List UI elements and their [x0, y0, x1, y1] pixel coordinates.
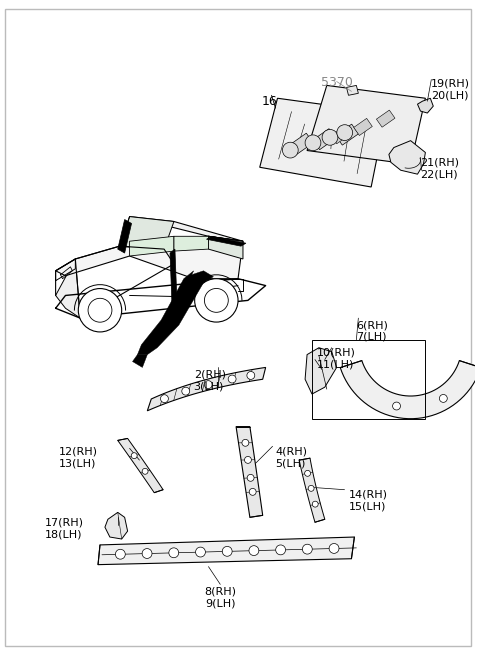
Bar [376, 110, 395, 127]
Bar [313, 128, 336, 149]
Circle shape [329, 544, 339, 553]
Circle shape [228, 375, 236, 383]
Text: 2(RH): 2(RH) [193, 369, 226, 379]
Polygon shape [418, 98, 433, 113]
Circle shape [88, 298, 112, 322]
Polygon shape [208, 236, 243, 259]
Bar [336, 124, 359, 145]
Circle shape [249, 546, 259, 555]
Circle shape [142, 549, 152, 559]
Text: 14(RH): 14(RH) [348, 490, 387, 500]
Polygon shape [137, 271, 214, 354]
Text: 9(LH): 9(LH) [205, 598, 236, 608]
Polygon shape [118, 219, 132, 253]
Polygon shape [174, 236, 208, 251]
Polygon shape [56, 236, 243, 278]
Text: 6(RH): 6(RH) [356, 320, 388, 330]
Polygon shape [130, 236, 174, 256]
Text: 16: 16 [262, 95, 277, 108]
Polygon shape [170, 249, 177, 305]
Circle shape [247, 474, 254, 481]
Text: 3(LH): 3(LH) [193, 381, 224, 391]
Circle shape [312, 501, 318, 507]
Circle shape [115, 550, 125, 559]
Text: 13(LH): 13(LH) [59, 458, 96, 468]
Circle shape [276, 545, 286, 555]
Bar [331, 126, 349, 144]
Circle shape [204, 381, 212, 388]
Bar [354, 119, 372, 136]
Circle shape [160, 395, 168, 403]
Circle shape [195, 547, 205, 557]
Text: 5(LH): 5(LH) [276, 458, 306, 468]
Circle shape [182, 387, 190, 395]
Circle shape [242, 440, 249, 446]
Text: 11(LH): 11(LH) [317, 360, 354, 369]
Polygon shape [347, 85, 359, 95]
Circle shape [308, 485, 314, 491]
Polygon shape [307, 85, 425, 164]
Circle shape [302, 544, 312, 554]
Polygon shape [105, 512, 128, 539]
Circle shape [244, 457, 252, 463]
Polygon shape [260, 98, 386, 187]
Text: 15(LH): 15(LH) [348, 502, 386, 512]
Polygon shape [132, 354, 147, 367]
Circle shape [78, 289, 122, 332]
Text: 12(RH): 12(RH) [59, 446, 97, 457]
Polygon shape [206, 236, 246, 246]
Text: 17(RH): 17(RH) [45, 517, 84, 527]
Circle shape [204, 288, 228, 312]
Circle shape [247, 371, 255, 379]
Circle shape [222, 546, 232, 556]
Circle shape [337, 124, 353, 140]
Circle shape [305, 135, 321, 151]
Circle shape [322, 130, 338, 145]
Bar [290, 133, 313, 154]
Text: 20(LH): 20(LH) [432, 90, 469, 100]
Circle shape [439, 394, 447, 402]
Polygon shape [389, 141, 425, 174]
Polygon shape [147, 367, 265, 411]
Polygon shape [236, 426, 263, 517]
Text: 10(RH): 10(RH) [317, 348, 356, 358]
Text: 18(LH): 18(LH) [45, 529, 82, 539]
Polygon shape [118, 438, 163, 493]
Polygon shape [130, 217, 243, 241]
Text: 19(RH): 19(RH) [432, 79, 470, 88]
Circle shape [282, 142, 298, 158]
Polygon shape [305, 348, 336, 394]
Text: 5370: 5370 [321, 75, 353, 88]
Polygon shape [120, 217, 174, 249]
Text: 22(LH): 22(LH) [420, 169, 458, 179]
Circle shape [169, 548, 179, 557]
Circle shape [305, 470, 311, 476]
Text: 4(RH): 4(RH) [276, 446, 308, 457]
Polygon shape [340, 361, 480, 419]
Polygon shape [98, 537, 354, 565]
Bar [312, 340, 425, 419]
Polygon shape [56, 259, 80, 318]
Circle shape [131, 453, 137, 458]
Polygon shape [299, 458, 325, 522]
Text: 8(RH): 8(RH) [204, 586, 236, 596]
Circle shape [249, 489, 256, 495]
Circle shape [393, 402, 400, 410]
Circle shape [142, 468, 148, 474]
Circle shape [195, 278, 238, 322]
Text: 21(RH): 21(RH) [420, 157, 459, 168]
Text: 7(LH): 7(LH) [356, 332, 387, 342]
